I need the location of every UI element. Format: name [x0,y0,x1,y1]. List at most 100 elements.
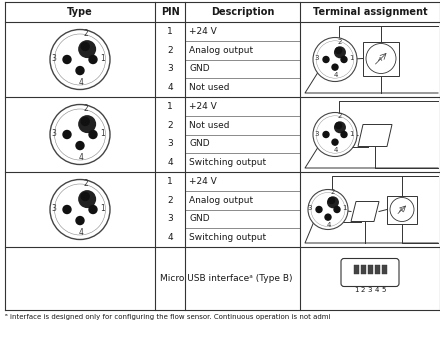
Circle shape [327,196,339,208]
Text: Not used: Not used [189,121,230,130]
Text: 1: 1 [101,204,105,213]
Text: 1: 1 [167,102,173,111]
Circle shape [76,216,84,225]
Text: Analog output: Analog output [189,196,253,205]
Text: 3: 3 [51,204,56,213]
Text: GND: GND [189,139,209,149]
Text: 3: 3 [167,64,173,73]
Text: 2: 2 [84,29,88,38]
Text: 2: 2 [330,189,335,195]
Text: 2: 2 [167,196,173,205]
Circle shape [50,30,110,89]
Text: 3: 3 [51,54,56,63]
Circle shape [50,180,110,239]
Circle shape [323,57,329,63]
Circle shape [336,48,341,54]
Text: +24 V: +24 V [189,177,217,186]
Circle shape [341,132,347,138]
Circle shape [323,132,329,138]
Text: 4: 4 [167,158,173,167]
Circle shape [332,64,338,70]
Bar [363,42,399,75]
Bar [381,264,386,275]
Text: 1: 1 [349,56,353,62]
Text: 4: 4 [167,83,173,92]
Text: 2: 2 [84,104,88,113]
Circle shape [63,131,71,138]
Circle shape [81,118,89,126]
Circle shape [89,56,97,63]
Circle shape [89,206,97,214]
Bar [374,264,379,275]
Text: 1: 1 [167,177,173,186]
Text: ᵃ interface is designed only for configuring the flow sensor. Continuous operati: ᵃ interface is designed only for configu… [5,314,330,320]
Text: Terminal assignment: Terminal assignment [313,7,427,17]
Text: 4: 4 [334,72,338,78]
Text: 2: 2 [337,38,342,44]
Text: +24 V: +24 V [189,102,217,111]
Circle shape [50,105,110,164]
Circle shape [78,190,96,208]
Circle shape [76,67,84,75]
Bar [367,264,373,275]
Text: 3: 3 [308,206,312,212]
Text: Micro USB interfaceᵃ (Type B): Micro USB interfaceᵃ (Type B) [160,274,293,283]
Circle shape [334,46,346,58]
Circle shape [336,122,341,128]
Text: 3: 3 [315,56,319,62]
Text: 2: 2 [167,121,173,130]
Text: 4: 4 [79,78,84,87]
Circle shape [313,38,357,82]
Circle shape [81,43,89,50]
Circle shape [332,139,338,145]
Text: 4: 4 [79,153,84,162]
Text: 4: 4 [334,147,338,153]
Text: +24 V: +24 V [189,27,217,36]
Text: 3: 3 [167,139,173,149]
FancyBboxPatch shape [341,258,399,287]
Text: 4: 4 [375,288,379,294]
Text: Type: Type [67,7,93,17]
Circle shape [313,113,357,157]
Circle shape [334,207,340,213]
Bar [353,264,359,275]
Text: 1: 1 [101,129,105,138]
Text: PIN: PIN [161,7,180,17]
Text: 1: 1 [354,288,358,294]
Text: 4: 4 [79,228,84,237]
Polygon shape [351,201,379,221]
Text: 2: 2 [361,288,365,294]
Text: 2: 2 [167,46,173,55]
Circle shape [341,57,347,63]
Text: 2: 2 [84,179,88,188]
Text: 1: 1 [349,131,353,137]
Circle shape [78,115,96,133]
Text: 1: 1 [167,27,173,36]
Text: 4: 4 [327,222,331,228]
Circle shape [89,131,97,138]
Text: GND: GND [189,64,209,73]
Text: 5: 5 [382,288,386,294]
Text: 3: 3 [167,214,173,224]
Text: 3: 3 [51,129,56,138]
Circle shape [63,206,71,214]
Text: GND: GND [189,214,209,224]
Polygon shape [358,125,392,146]
Circle shape [329,197,334,203]
Text: Description: Description [211,7,274,17]
Text: A: A [378,57,382,62]
Text: 1: 1 [101,54,105,63]
Text: 3: 3 [315,131,319,137]
Circle shape [81,193,89,201]
Circle shape [316,207,322,213]
Circle shape [334,121,346,133]
Text: Switching output: Switching output [189,233,266,242]
Text: 3: 3 [368,288,372,294]
Text: A: A [399,208,403,213]
Text: 2: 2 [337,113,342,119]
Circle shape [63,56,71,63]
Text: Not used: Not used [189,83,230,92]
Text: Switching output: Switching output [189,158,266,167]
Circle shape [78,40,96,58]
Bar [387,195,417,224]
